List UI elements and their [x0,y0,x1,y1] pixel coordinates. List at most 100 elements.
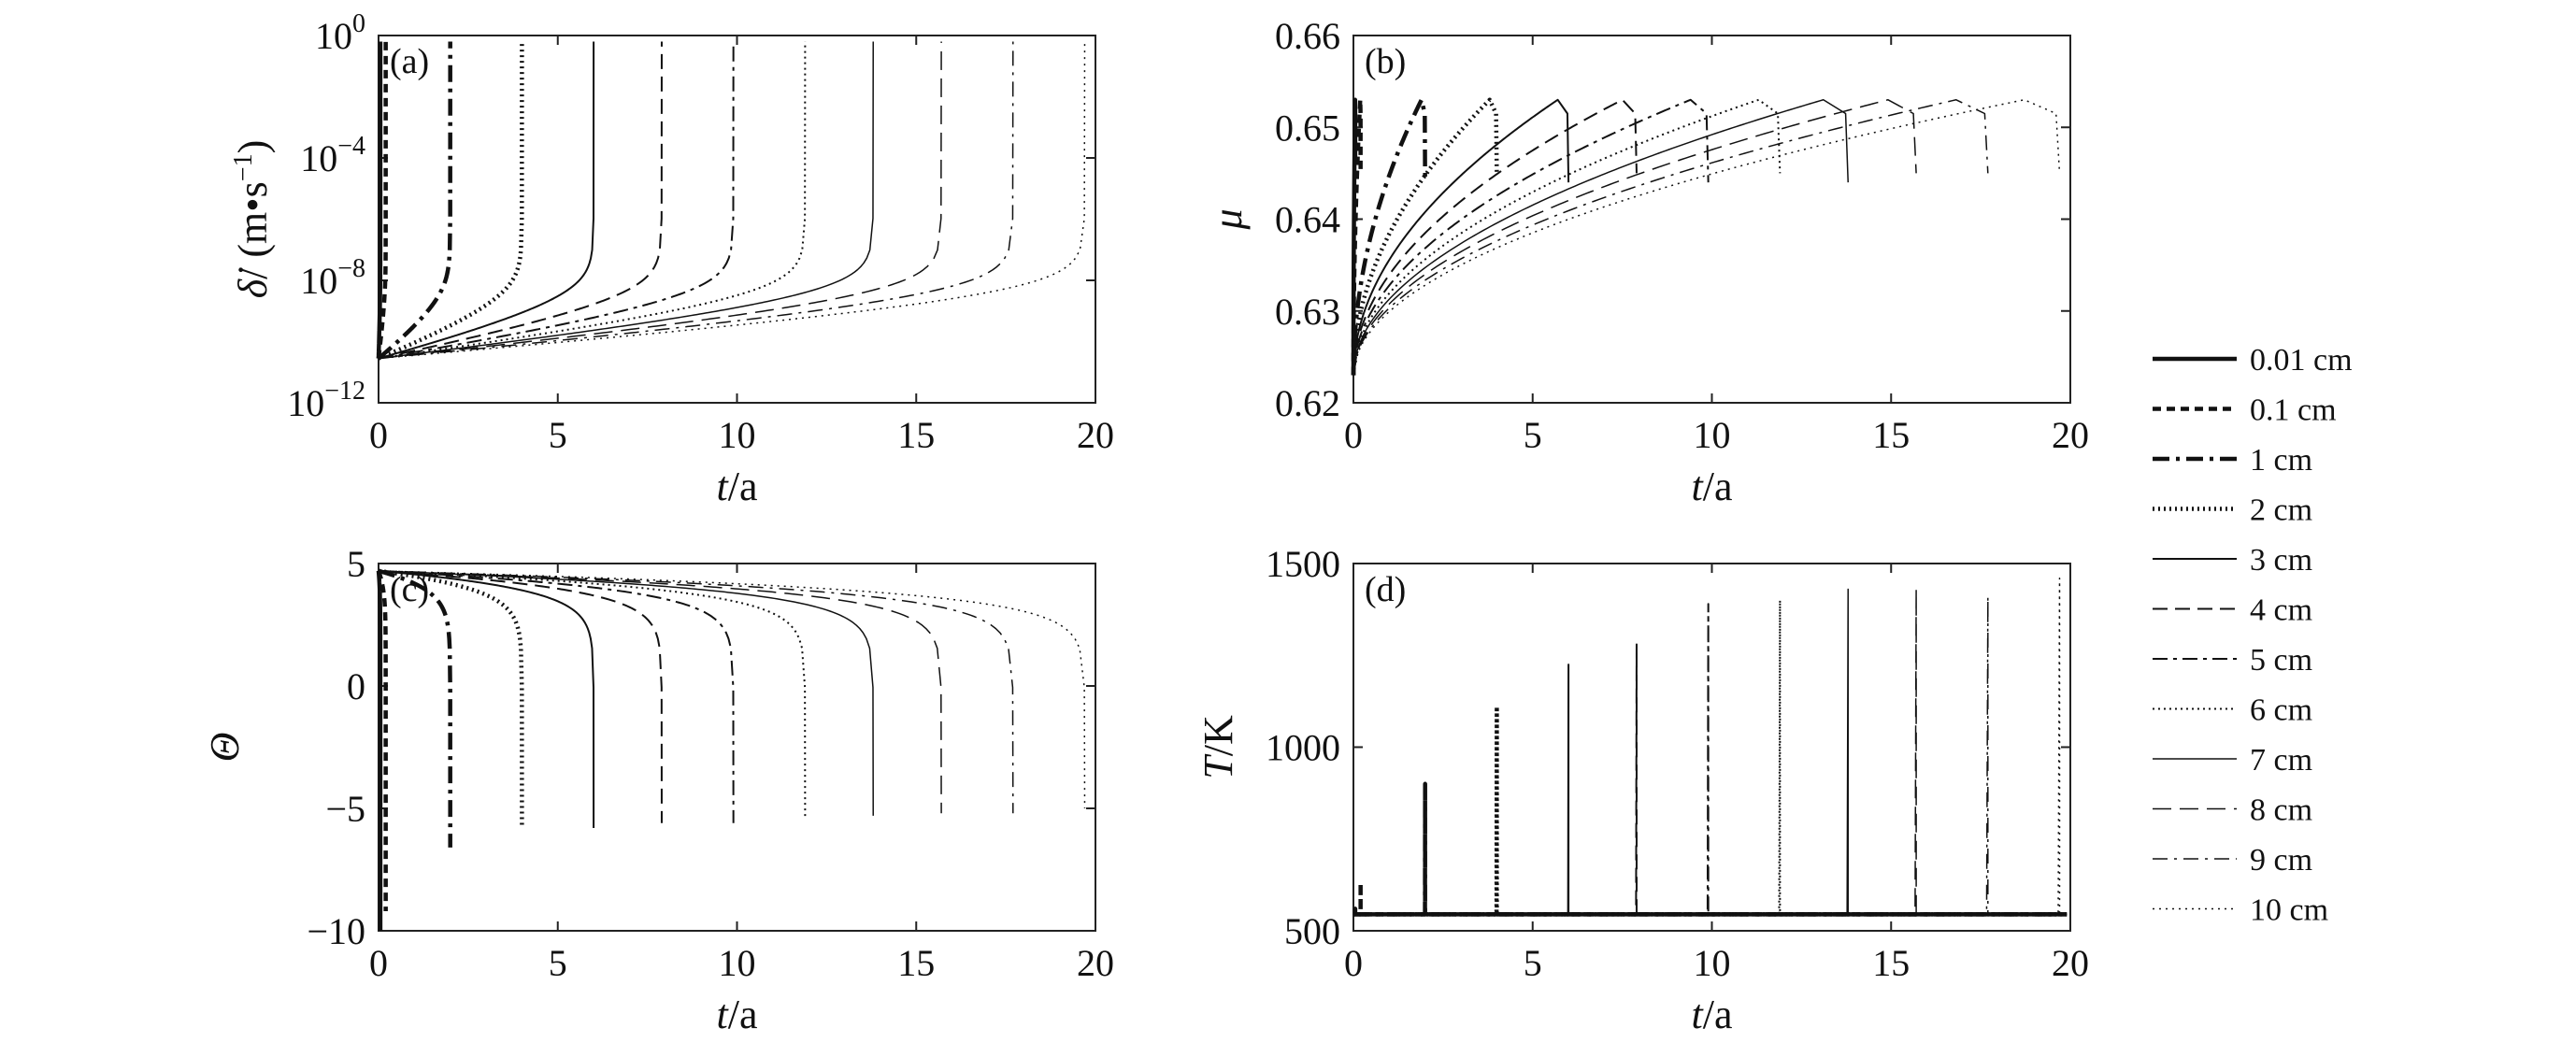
y-tick-label: −5 [325,788,365,830]
y-tick-label: 1000 [1266,727,1340,769]
x-tick-label: 10 [719,414,756,456]
x-tick-label: 5 [549,942,567,984]
x-tick-label: 20 [1077,414,1114,456]
series-line [1352,99,1917,376]
y-tick-label: 5 [347,543,365,585]
plot-frame [1352,563,2071,932]
y-tick-label: 100 [315,9,365,57]
panel-label: (a) [390,42,429,81]
series-line [377,568,452,848]
series-line [378,41,942,360]
series-line [378,569,807,819]
series-line [1353,664,2068,916]
series-line [378,569,735,823]
series-line [378,570,874,816]
series-line [1353,595,2068,916]
panel-b: (b) 0.62 0.63 0.64 0.65 0.66 0 5 10 15 20 t/a μ [1205,15,2089,509]
x-tick-label: 20 [2052,414,2089,456]
series-line [378,569,595,828]
x-tick-label: 5 [549,414,567,456]
y-tick-label: 0.62 [1275,382,1340,424]
series-line [1353,643,2068,916]
series-line [376,41,383,361]
series-line [377,41,524,361]
y-tick-label: 1500 [1266,543,1340,585]
y-tick-label: 0 [347,665,365,707]
series-line [1352,99,2061,376]
series-line [377,568,524,828]
series-line [1353,588,2068,916]
y-tick-label: 0.63 [1275,291,1340,333]
series-line [1352,98,1782,376]
y-axis-label: T/K [1195,715,1241,779]
panel-label: (d) [1365,570,1406,609]
legend-label: 7 cm [2250,743,2312,778]
x-tick-label: 20 [2052,942,2089,984]
series-line [1353,705,2068,917]
x-tick-label: 10 [1694,414,1731,456]
series-line [378,41,663,360]
panel-a: (a) 10−12 10−8 10−4 100 0 5 10 15 20 t/a δ̇/ (m•s−1… [229,9,1114,509]
legend-label: 9 cm [2250,843,2312,878]
legend-label: 6 cm [2250,693,2312,728]
series-line [377,41,452,361]
plot-frame [378,35,1096,404]
y-axis-label: μ [1205,208,1251,230]
x-tick-label: 0 [1344,942,1363,984]
legend-label: 5 cm [2250,643,2312,678]
series-line [1352,99,1989,376]
x-axis-label: t/a [1692,464,1733,509]
series-line [378,41,874,360]
x-axis-label: t/a [717,464,758,509]
series-line [1353,599,2068,916]
series-line [378,41,1014,360]
x-tick-label: 20 [1077,942,1114,984]
series-line [1351,97,1427,376]
x-tick-label: 5 [1524,414,1542,456]
series-line [376,568,388,912]
series-line [1353,880,2068,917]
y-tick-label: 10−12 [287,377,365,424]
series-line [1353,603,2068,916]
x-tick-label: 0 [1344,414,1363,456]
series-line [1352,98,1710,376]
y-tick-label: 10−4 [300,132,365,179]
x-tick-label: 5 [1524,942,1542,984]
panel-d: (d) 500 1000 1500 0 5 10 15 20 t/a T/K [1195,543,2089,1037]
series-line [1352,98,1570,376]
x-axis-label: t/a [717,992,758,1037]
series-line [378,569,663,823]
series-line [378,570,942,814]
x-tick-label: 15 [1872,414,1910,456]
y-axis-label: δ̇/ (m•s−1) [229,140,276,299]
series-line [376,568,383,931]
y-tick-label: −10 [307,910,365,952]
y-tick-label: 0.65 [1275,107,1340,149]
series-line [376,41,388,361]
y-tick-label: 0.66 [1275,15,1340,57]
x-tick-label: 15 [1872,942,1910,984]
legend-label: 2 cm [2250,493,2312,528]
legend-label: 8 cm [2250,793,2312,828]
legend-label: 0.1 cm [2250,393,2337,428]
y-tick-label: 500 [1284,910,1340,952]
series-line [378,570,1086,809]
x-tick-label: 0 [369,414,388,456]
y-tick-label: 0.64 [1275,199,1340,241]
series-line [1353,781,2068,917]
series-line [1353,577,2068,916]
legend-label: 10 cm [2250,893,2328,928]
y-axis-label: Θ [202,733,248,763]
series-line [378,41,595,360]
x-axis-label: t/a [1692,992,1733,1037]
x-tick-label: 10 [1694,942,1731,984]
x-tick-label: 0 [369,942,388,984]
plot-frame [378,563,1096,932]
x-tick-label: 10 [719,942,756,984]
x-tick-label: 15 [897,942,935,984]
series-line [1351,97,1363,376]
y-tick-label: 10−8 [300,254,365,302]
series-line [378,41,735,360]
legend-label: 4 cm [2250,593,2312,628]
